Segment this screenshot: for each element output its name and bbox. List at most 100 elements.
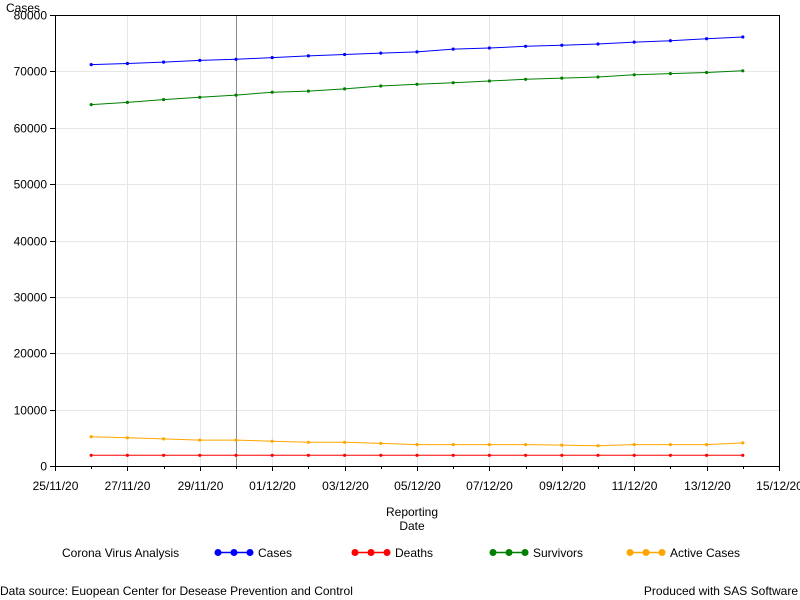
data-point-deaths <box>668 453 673 457</box>
data-point-deaths <box>705 453 709 457</box>
data-point-survivors <box>198 95 202 99</box>
series-group <box>89 35 745 457</box>
legend-marker-survivors <box>505 549 513 556</box>
x-tick-label: 03/12/20 <box>322 479 369 493</box>
data-point-deaths <box>524 453 528 457</box>
data-point-deaths <box>306 453 310 457</box>
data-point-survivors <box>270 90 274 94</box>
legend-marker-cases <box>246 549 254 556</box>
data-point-survivors <box>741 69 745 73</box>
data-point-active-cases <box>487 443 491 447</box>
legend-marker-deaths <box>351 549 359 556</box>
data-point-cases <box>306 54 310 58</box>
data-point-active-cases <box>89 435 93 439</box>
data-point-survivors <box>524 77 528 81</box>
data-point-cases <box>379 51 383 55</box>
x-axis-title-line-2: Date <box>399 519 425 533</box>
data-point-deaths <box>415 453 419 457</box>
y-tick-label: 70000 <box>14 65 48 79</box>
data-point-cases <box>741 35 745 39</box>
data-point-deaths <box>162 453 166 457</box>
data-point-survivors <box>596 75 600 79</box>
x-tick-label: 29/11/20 <box>178 479 224 493</box>
data-point-survivors <box>306 89 310 93</box>
data-point-deaths <box>379 453 383 457</box>
data-point-deaths <box>596 453 600 457</box>
data-point-active-cases <box>125 436 129 440</box>
data-point-active-cases <box>379 441 383 445</box>
data-point-deaths <box>125 453 129 457</box>
data-point-active-cases <box>162 437 166 441</box>
y-tick-label: 20000 <box>14 347 48 361</box>
data-point-survivors <box>125 100 129 104</box>
x-tick-label: 05/12/20 <box>394 479 441 493</box>
data-point-survivors <box>234 93 238 97</box>
y-tick-label: 60000 <box>14 122 48 136</box>
legend-marker-deaths <box>383 549 391 556</box>
data-point-cases <box>705 37 709 41</box>
data-point-survivors <box>560 76 564 80</box>
data-point-active-cases <box>668 443 673 447</box>
legend-marker-active-cases <box>658 549 666 556</box>
data-point-survivors <box>379 84 383 88</box>
y-tick-label: 40000 <box>14 235 48 249</box>
data-point-active-cases <box>632 443 636 447</box>
x-tick-label: 07/12/20 <box>466 479 513 493</box>
data-point-cases <box>270 56 274 60</box>
data-point-active-cases <box>270 439 274 443</box>
y-tick-label: 50000 <box>14 178 48 192</box>
x-tick-label: 27/11/20 <box>105 479 151 493</box>
data-point-active-cases <box>451 443 455 447</box>
data-point-survivors <box>451 81 455 85</box>
data-point-survivors <box>343 87 347 91</box>
y-tick-label: 10000 <box>14 404 48 418</box>
data-point-active-cases <box>306 440 310 444</box>
data-source-note: Data source: Euopean Center for Desease … <box>0 584 353 598</box>
data-point-active-cases <box>741 441 745 445</box>
data-point-deaths <box>343 453 347 457</box>
x-tick-label: 13/12/20 <box>684 479 731 493</box>
legend-label-active-cases: Active Cases <box>670 546 740 560</box>
data-point-cases <box>415 50 419 54</box>
y-axis-title: Cases <box>6 1 40 15</box>
legend-marker-survivors <box>521 549 529 556</box>
data-point-cases <box>125 61 129 66</box>
data-point-active-cases <box>560 443 564 447</box>
legend-marker-survivors <box>489 549 497 556</box>
data-point-deaths <box>270 453 274 457</box>
x-tick-label: 11/12/20 <box>612 479 658 493</box>
data-point-cases <box>632 40 636 44</box>
legend-title: Corona Virus Analysis <box>62 546 179 560</box>
data-point-deaths <box>632 453 636 457</box>
data-point-cases <box>343 52 347 57</box>
data-point-deaths <box>89 453 93 457</box>
data-point-survivors <box>668 72 673 76</box>
data-point-cases <box>524 44 528 48</box>
x-tick-label: 09/12/20 <box>539 479 586 493</box>
data-point-survivors <box>162 98 166 102</box>
y-tick-label: 30000 <box>14 291 48 305</box>
legend-marker-cases <box>230 549 238 556</box>
x-tick-label: 01/12/20 <box>249 479 296 493</box>
x-axis: 25/11/20 27/11/20 29/11/20 01/12/20 03/12/20… <box>33 466 800 493</box>
y-tick-label: 0 <box>40 460 47 474</box>
data-point-cases <box>89 63 93 67</box>
x-axis-title-line-1: Reporting <box>386 505 438 519</box>
data-point-cases <box>487 46 491 50</box>
x-tick-label: 15/12/20 <box>756 479 800 493</box>
data-point-active-cases <box>343 440 347 444</box>
data-point-deaths <box>560 453 564 457</box>
data-point-survivors <box>89 103 93 107</box>
data-point-cases <box>162 60 166 64</box>
data-point-cases <box>560 43 564 47</box>
data-point-deaths <box>234 453 238 457</box>
produced-with-note: Produced with SAS Software <box>643 584 798 598</box>
data-point-deaths <box>487 453 491 457</box>
data-point-active-cases <box>198 438 202 442</box>
data-point-cases <box>234 57 238 61</box>
data-point-survivors <box>632 73 636 77</box>
data-point-survivors <box>705 70 709 75</box>
data-point-deaths <box>741 453 745 457</box>
x-tick-label: 25/11/20 <box>33 479 79 493</box>
data-point-deaths <box>451 453 455 457</box>
